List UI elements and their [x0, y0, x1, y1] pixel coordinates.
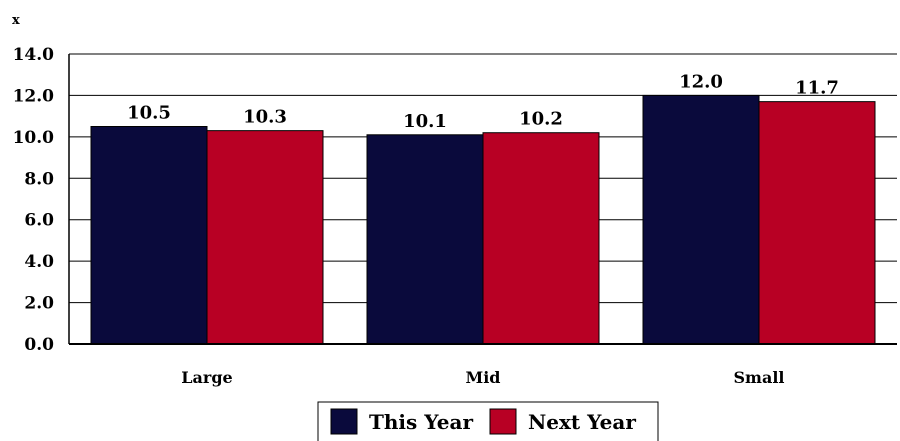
legend-swatch: [330, 408, 358, 435]
data-label: 10.1: [403, 111, 447, 132]
data-label: 10.3: [243, 107, 287, 128]
bar: [206, 130, 324, 345]
y-axis-unit-label: x: [12, 13, 20, 28]
y-axis-tick-labels: 0.0 2.0 4.0 6.0 8.0 10.0 12.0 14.0: [13, 45, 55, 355]
bar: [482, 132, 600, 345]
legend-label: This Year: [369, 410, 473, 434]
bar: [758, 101, 876, 345]
bar: [642, 94, 760, 345]
legend-box: [317, 401, 659, 441]
bar-series: [90, 94, 876, 345]
data-label: 11.7: [795, 78, 839, 99]
data-label: 10.2: [519, 109, 563, 130]
y-tick-label: 0.0: [24, 335, 54, 355]
data-label: 10.5: [127, 103, 171, 124]
y-tick-label: 10.0: [13, 128, 55, 148]
x-category-label: Large: [181, 368, 232, 387]
axes: [68, 54, 897, 345]
y-tick-label: 8.0: [24, 169, 54, 189]
x-category-label: Mid: [466, 368, 501, 387]
y-tick-label: 4.0: [24, 252, 54, 272]
y-tick-label: 12.0: [13, 86, 55, 106]
y-tick-label: 2.0: [24, 294, 54, 314]
legend-label: Next Year: [528, 410, 636, 434]
bar: [90, 126, 208, 345]
legend: This Year Next Year: [317, 401, 659, 441]
data-labels: 10.5 10.3 10.1 10.2 12.0 11.7: [127, 71, 839, 131]
x-axis-category-labels: Large Mid Small: [181, 368, 784, 387]
legend-swatch: [489, 408, 517, 435]
y-tick-label: 14.0: [13, 45, 55, 65]
data-label: 12.0: [679, 71, 723, 92]
y-tick-label: 6.0: [24, 211, 54, 231]
x-category-label: Small: [733, 368, 784, 387]
bar: [366, 134, 484, 345]
